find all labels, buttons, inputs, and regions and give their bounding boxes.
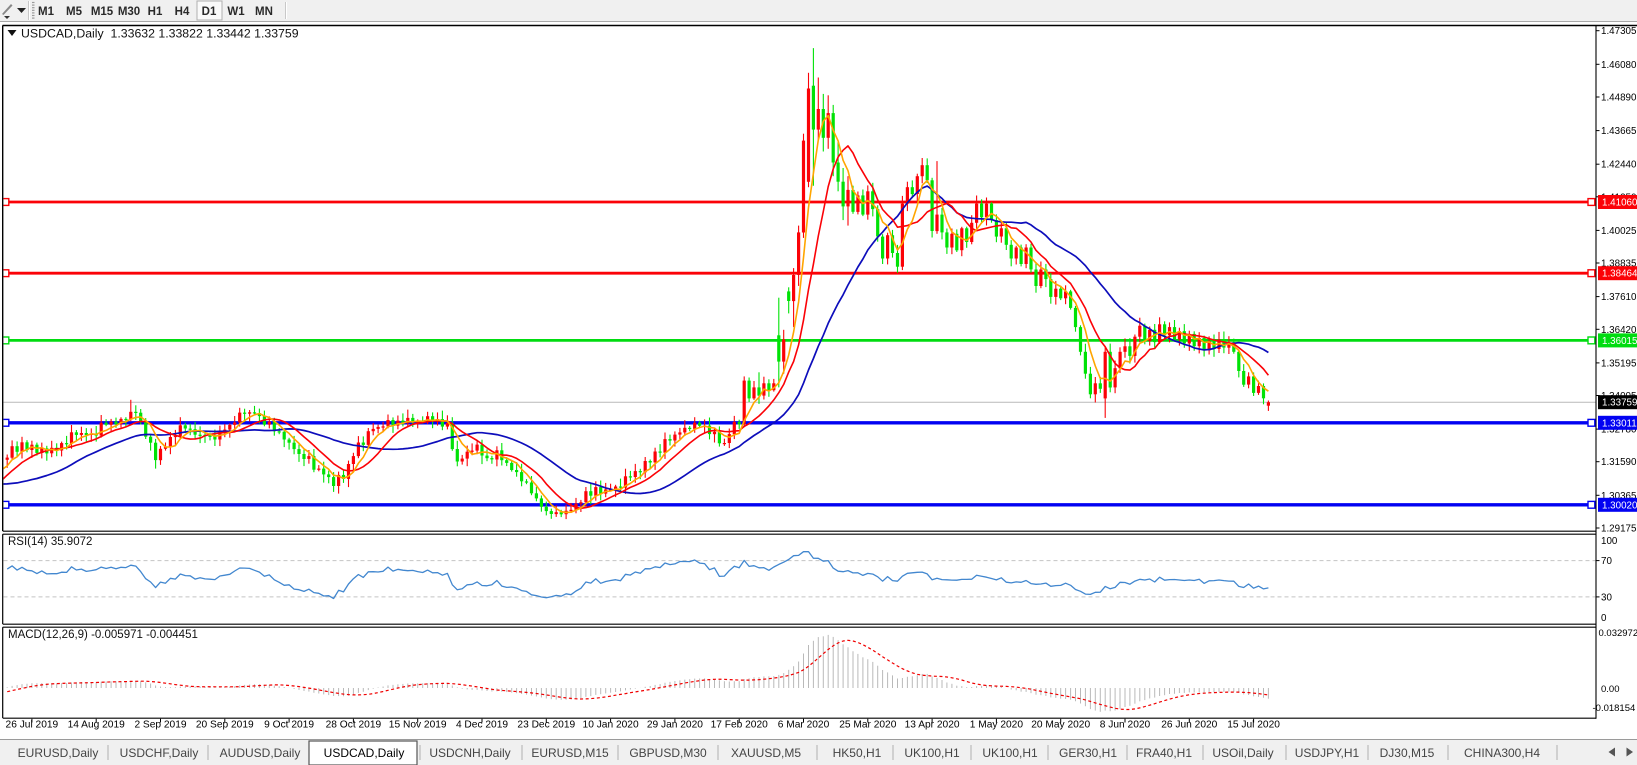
svg-text:4 Dec 2019: 4 Dec 2019 [456, 720, 508, 731]
svg-text:1.30020: 1.30020 [1602, 500, 1637, 511]
svg-text:W1: W1 [227, 6, 245, 18]
svg-text:1.46080: 1.46080 [1601, 60, 1637, 71]
svg-text:6 Mar 2020: 6 Mar 2020 [778, 720, 830, 731]
svg-text:1.36420: 1.36420 [1601, 325, 1637, 336]
svg-text:1 May 2020: 1 May 2020 [970, 720, 1024, 731]
svg-text:1.40025: 1.40025 [1601, 226, 1637, 237]
svg-text:13 Apr 2020: 13 Apr 2020 [905, 720, 960, 731]
svg-text:0.00: 0.00 [1601, 684, 1620, 695]
svg-text:M5: M5 [66, 6, 83, 18]
svg-text:AUDUSD,Daily: AUDUSD,Daily [220, 746, 301, 760]
svg-text:100: 100 [1601, 536, 1618, 547]
svg-text:DJ30,M15: DJ30,M15 [1380, 746, 1435, 760]
svg-text:1.41060: 1.41060 [1602, 198, 1637, 209]
svg-text:14 Aug 2019: 14 Aug 2019 [68, 720, 126, 731]
svg-text:RSI(14) 35.9072: RSI(14) 35.9072 [8, 536, 92, 548]
svg-text:USDCNH,Daily: USDCNH,Daily [429, 746, 510, 760]
svg-text:HK50,H1: HK50,H1 [833, 746, 882, 760]
svg-text:70: 70 [1601, 556, 1612, 567]
svg-text:1.47305: 1.47305 [1601, 26, 1637, 37]
svg-text:26 Jun 2020: 26 Jun 2020 [1161, 720, 1217, 731]
svg-text:UK100,H1: UK100,H1 [982, 746, 1038, 760]
svg-text:USOil,Daily: USOil,Daily [1212, 746, 1273, 760]
svg-text:1.33011: 1.33011 [1602, 418, 1637, 429]
svg-text:MACD(12,26,9) -0.005971 -0.004: MACD(12,26,9) -0.005971 -0.004451 [8, 629, 198, 641]
svg-text:USDCAD,Daily 1.33632 1.33822: USDCAD,Daily 1.33632 1.33822 1.33442 1.3… [21, 27, 299, 41]
svg-text:15 Jul 2020: 15 Jul 2020 [1227, 720, 1280, 731]
svg-text:-0.018154: -0.018154 [1593, 703, 1636, 714]
svg-text:FRA40,H1: FRA40,H1 [1136, 746, 1192, 760]
svg-text:1.43665: 1.43665 [1601, 126, 1637, 137]
svg-text:1.33759: 1.33759 [1602, 398, 1637, 409]
svg-text:20 May 2020: 20 May 2020 [1031, 720, 1090, 731]
svg-text:1.38464: 1.38464 [1602, 269, 1637, 280]
svg-text:1.38835: 1.38835 [1601, 259, 1637, 270]
svg-text:USDCHF,Daily: USDCHF,Daily [120, 746, 199, 760]
svg-text:MN: MN [255, 6, 273, 18]
svg-text:29 Jan 2020: 29 Jan 2020 [647, 720, 703, 731]
svg-text:15 Nov 2019: 15 Nov 2019 [389, 720, 447, 731]
svg-text:M1: M1 [38, 6, 55, 18]
svg-text:H4: H4 [175, 6, 190, 18]
svg-text:D1: D1 [202, 6, 217, 18]
svg-text:CHINA300,H4: CHINA300,H4 [1464, 746, 1540, 760]
svg-text:EURUSD,M15: EURUSD,M15 [531, 746, 609, 760]
svg-text:1.35195: 1.35195 [1601, 358, 1637, 369]
svg-text:10 Jan 2020: 10 Jan 2020 [583, 720, 639, 731]
svg-text:GBPUSD,M30: GBPUSD,M30 [629, 746, 707, 760]
svg-text:M15: M15 [91, 6, 114, 18]
svg-text:EURUSD,Daily: EURUSD,Daily [18, 746, 99, 760]
svg-text:1.42440: 1.42440 [1601, 160, 1637, 171]
svg-text:USDCAD,Daily: USDCAD,Daily [324, 746, 405, 760]
svg-text:1.30365: 1.30365 [1601, 491, 1637, 502]
svg-text:28 Oct 2019: 28 Oct 2019 [326, 720, 382, 731]
svg-text:25 Mar 2020: 25 Mar 2020 [839, 720, 897, 731]
svg-text:23 Dec 2019: 23 Dec 2019 [517, 720, 575, 731]
svg-text:8 Jun 2020: 8 Jun 2020 [1100, 720, 1151, 731]
svg-text:1.29175: 1.29175 [1601, 524, 1637, 535]
svg-text:9 Oct 2019: 9 Oct 2019 [264, 720, 314, 731]
svg-text:26 Jul 2019: 26 Jul 2019 [6, 720, 59, 731]
svg-text:XAUUSD,M5: XAUUSD,M5 [731, 746, 801, 760]
svg-text:2 Sep 2019: 2 Sep 2019 [134, 720, 186, 731]
svg-text:1.32780: 1.32780 [1601, 425, 1637, 436]
svg-text:M30: M30 [118, 6, 140, 18]
svg-text:20 Sep 2019: 20 Sep 2019 [196, 720, 254, 731]
svg-text:1.37610: 1.37610 [1601, 292, 1637, 303]
svg-text:0.032972: 0.032972 [1599, 628, 1637, 639]
svg-text:UK100,H1: UK100,H1 [904, 746, 960, 760]
svg-text:1.31590: 1.31590 [1601, 457, 1637, 468]
svg-text:H1: H1 [148, 6, 163, 18]
svg-text:GER30,H1: GER30,H1 [1059, 746, 1117, 760]
svg-text:USDJPY,H1: USDJPY,H1 [1295, 746, 1360, 760]
svg-text:1.44890: 1.44890 [1601, 93, 1637, 104]
svg-text:1.36015: 1.36015 [1602, 336, 1637, 347]
svg-text:0: 0 [1601, 613, 1607, 624]
svg-text:17 Feb 2020: 17 Feb 2020 [711, 720, 769, 731]
svg-text:30: 30 [1601, 592, 1612, 603]
